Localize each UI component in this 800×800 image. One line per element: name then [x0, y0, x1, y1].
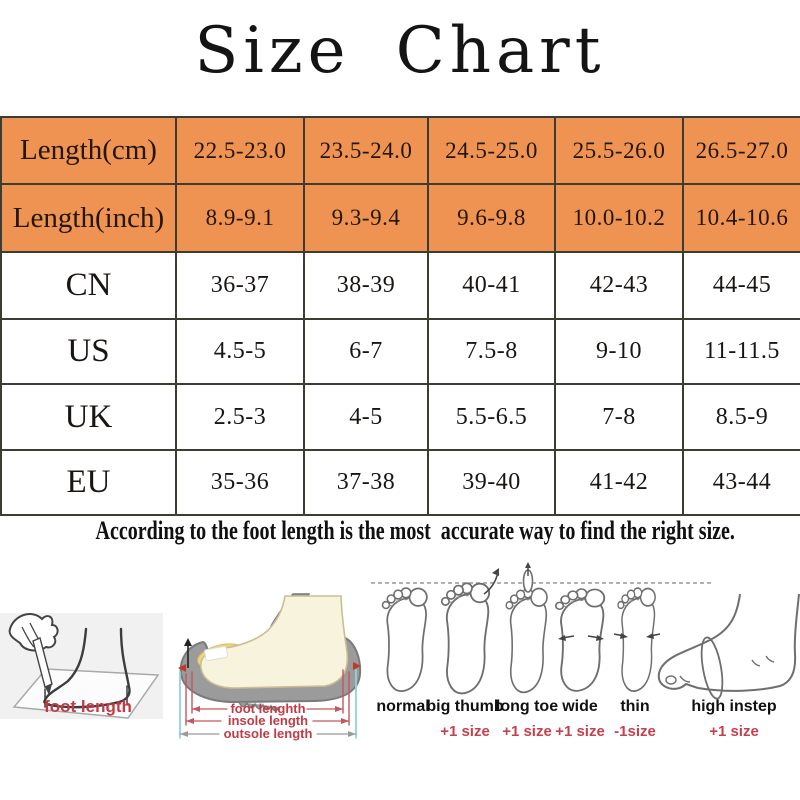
foot-tracing-illustration: foot length [0, 613, 163, 719]
fit-note-text: According to the foot length is the most… [95, 516, 735, 545]
foot-high-instep [657, 593, 800, 700]
foot-type-size-adjust: +1 size [440, 723, 490, 740]
size-cell: 25.5-26.0 [554, 116, 684, 185]
size-cell: 6-7 [303, 318, 429, 385]
foot-type-size-adjust: +1 size [709, 723, 759, 740]
size-cell: 35-36 [175, 449, 305, 516]
size-cell: 11-11.5 [682, 318, 800, 385]
shoe-length-illustration: foot lenghth insole length outsole lengt… [178, 593, 362, 741]
row-label: CN [0, 251, 177, 320]
shoe-outsole-length-label: outsole length [224, 726, 313, 741]
size-cell: 9.3-9.4 [303, 183, 429, 253]
row-label: Length(inch) [0, 183, 177, 253]
foot-wide [554, 588, 606, 692]
size-cell: 26.5-27.0 [682, 116, 800, 185]
size-cell: 4.5-5 [175, 318, 305, 385]
table-row: Length(cm) 22.5-23.0 23.5-24.0 24.5-25.0 25.… [0, 116, 800, 185]
foot-type-name: big thumb [426, 698, 504, 715]
foot-type-big-thumb: big thumb +1 size [405, 698, 525, 740]
row-label: Length(cm) [0, 116, 177, 185]
shoe-drawing [178, 593, 362, 712]
foot-type-name: thin [620, 698, 650, 715]
foot-in-shoe [200, 595, 349, 689]
instep-measure-loop [700, 636, 724, 700]
size-cell: 9-10 [554, 318, 684, 385]
page-title: Size Chart [194, 14, 606, 88]
size-cell: 44-45 [682, 251, 800, 320]
foot-type-name: wide [562, 698, 598, 715]
size-cell: 38-39 [303, 251, 429, 320]
foot-big-thumb [440, 568, 499, 695]
foot-type-labels: normal big thumb +1 size long toe +1 size wid… [368, 698, 800, 758]
foot-normal [381, 587, 428, 692]
row-label: UK [0, 383, 177, 451]
size-cell: 41-42 [554, 449, 684, 516]
foot-type-size-adjust: -1size [614, 723, 656, 740]
row-label: US [0, 318, 177, 385]
foot-long-toe [505, 562, 548, 694]
size-cell: 8.9-9.1 [175, 183, 305, 253]
size-cell: 4-5 [303, 383, 429, 451]
size-table: Length(cm) 22.5-23.0 23.5-24.0 24.5-25.0 25.… [0, 116, 800, 516]
size-table-body: Length(cm) 22.5-23.0 23.5-24.0 24.5-25.0 25.… [0, 116, 800, 516]
foot-type-name: normal [376, 698, 430, 715]
size-cell: 7.5-8 [427, 318, 556, 385]
size-cell: 23.5-24.0 [303, 116, 429, 185]
traced-foot [43, 627, 131, 709]
dimension-lines [179, 669, 357, 739]
size-cell: 22.5-23.0 [175, 116, 305, 185]
size-cell: 10.0-10.2 [554, 183, 684, 253]
size-cell: 39-40 [427, 449, 556, 516]
size-cell: 40-41 [427, 251, 556, 320]
foot-type-name: long toe [495, 698, 559, 715]
foot-type-thin: thin -1size [575, 698, 695, 740]
foot-types-illustration [371, 562, 800, 700]
table-row: Length(inch) 8.9-9.1 9.3-9.4 9.6-9.8 10.0-10… [0, 183, 800, 253]
foot-type-wide: wide +1 size [520, 698, 640, 740]
foot-type-normal: normal [343, 698, 463, 723]
foot-type-long-toe: long toe +1 size [467, 698, 587, 740]
shoe-foot-length-label: foot lenghth [230, 701, 305, 716]
size-cell: 36-37 [175, 251, 305, 320]
size-cell: 7-8 [554, 383, 684, 451]
fit-note: According to the foot length is the most… [0, 516, 800, 546]
size-cell: 9.6-9.8 [427, 183, 556, 253]
table-row: EU 35-36 37-38 39-40 41-42 43-44 [0, 449, 800, 516]
size-cell: 2.5-3 [175, 383, 305, 451]
size-cell: 24.5-25.0 [427, 116, 556, 185]
size-cell: 37-38 [303, 449, 429, 516]
toe-cap [204, 645, 229, 662]
table-row: CN 36-37 38-39 40-41 42-43 44-45 [0, 251, 800, 320]
foot-type-size-adjust: +1 size [555, 723, 605, 740]
foot-type-name: high instep [691, 698, 777, 715]
size-cell: 5.5-6.5 [427, 383, 556, 451]
hand-with-pencil [8, 613, 59, 695]
table-row: UK 2.5-3 4-5 5.5-6.5 7-8 8.5-9 [0, 383, 800, 451]
size-cell: 10.4-10.6 [682, 183, 800, 253]
size-cell: 8.5-9 [682, 383, 800, 451]
table-row: US 4.5-5 6-7 7.5-8 9-10 11-11.5 [0, 318, 800, 385]
shoe-insole-length-label: insole length [228, 713, 308, 728]
foot-type-high-instep: high instep +1 size [674, 698, 794, 740]
size-cell: 43-44 [682, 449, 800, 516]
size-cell: 42-43 [554, 251, 684, 320]
foot-thin [613, 587, 661, 692]
foot-type-size-adjust: +1 size [502, 723, 552, 740]
row-label: EU [0, 449, 177, 516]
foot-length-label: foot length [44, 697, 132, 716]
